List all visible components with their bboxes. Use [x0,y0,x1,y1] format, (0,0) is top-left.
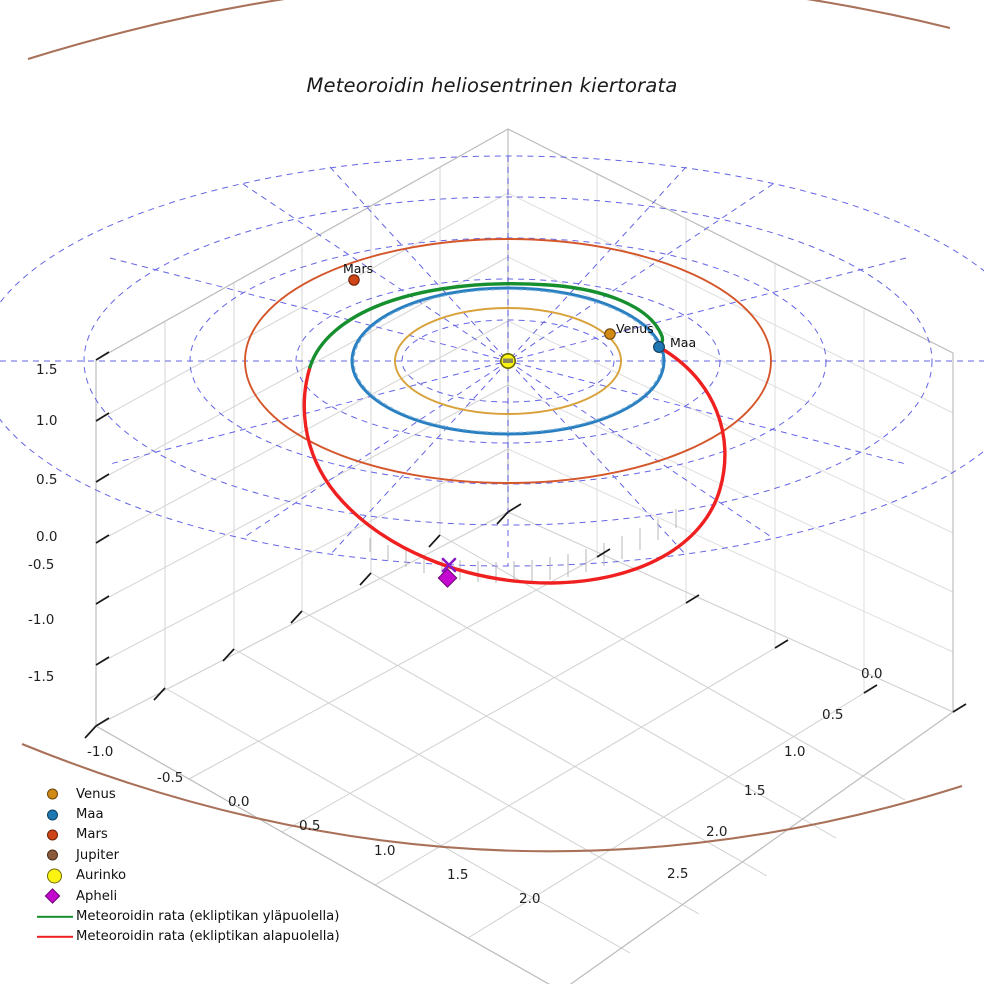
meteoroid-orbit [302,282,727,585]
legend-label: Mars [76,827,108,843]
maa-marker [653,341,665,353]
legend-label: Meteoroidin rata (ekliptikan yläpuolella… [76,909,340,925]
legend-item-venus[interactable]: Venus [34,784,354,804]
apheli-marker [437,568,458,588]
z-tick-label: 0.0 [36,529,58,545]
y-tick-label: 2.5 [667,866,689,882]
mars-marker [348,274,360,286]
legend-label: Maa [76,807,104,823]
green-line-icon [34,906,76,926]
maa-orbit-inner-dash [353,288,663,434]
legend-item-jupiter[interactable]: Jupiter [34,845,354,865]
x-tick-label: 0.5 [299,818,321,834]
x-tick-label: 1.0 [374,843,396,859]
legend-label: Apheli [76,888,118,904]
z-tick-label: 0.5 [36,472,58,488]
ecliptic-reference-grid [0,155,984,567]
y-axis-ticks [507,503,967,713]
y-tick-label: 0.5 [822,707,844,723]
mars-label: Mars [343,261,374,276]
legend-label: Venus [76,786,116,802]
maa-marker-icon [34,804,76,824]
legend-item-aurinko[interactable]: Aurinko [34,866,354,886]
z-tick-label: -0.5 [28,557,55,573]
apheli-cross-icon [441,557,457,573]
y-tick-label: 0.0 [861,666,883,682]
maa-label: Maa [670,335,697,350]
venus-orbit [394,307,622,415]
venus-marker-icon [34,784,76,804]
z-tick-label: 1.0 [36,413,58,429]
z-axis-ticks [95,351,110,727]
jupiter-orbit [21,0,963,853]
aurinko-marker [499,352,516,369]
aurinko-marker-icon [34,866,76,886]
z-tick-label: -1.5 [28,669,55,685]
z-tick-label: -1.0 [28,612,55,628]
page-title: Meteoroidin heliosentrinen kiertorata [306,74,678,97]
legend-label: Meteoroidin rata (ekliptikan alapuolella… [76,929,340,945]
axes-right-pane-grid [507,128,954,713]
venus-marker [604,328,616,340]
maa-orbit [350,286,666,436]
x-tick-label: 0.0 [228,794,250,810]
mars-marker-icon [34,825,76,845]
legend-label: Aurinko [76,868,127,884]
legend-item-orbit-above[interactable]: Meteoroidin rata (ekliptikan yläpuolella… [34,906,354,926]
red-line-icon [34,927,76,947]
venus-label: Venus [616,321,654,336]
legend: Venus Maa Mars Jupiter Aurinko [34,784,354,947]
legend-item-mars[interactable]: Mars [34,825,354,845]
meteoroid-orbit-below-ecliptic [302,345,727,585]
mars-orbit [244,238,772,484]
y-tick-label: 1.0 [784,744,806,760]
x-axis-ticks [84,511,509,739]
apheli-marker-icon [34,886,76,906]
legend-item-orbit-below[interactable]: Meteoroidin rata (ekliptikan alapuolella… [34,927,354,947]
z-tick-label: 1.5 [36,362,58,378]
y-tick-label: 2.0 [706,824,728,840]
jupiter-marker-icon [34,845,76,865]
x-tick-label: 2.0 [519,891,541,907]
legend-item-maa[interactable]: Maa [34,804,354,824]
legend-label: Jupiter [76,847,119,863]
x-tick-label: -0.5 [157,770,184,786]
x-tick-label: -1.0 [87,744,114,760]
x-tick-label: 1.5 [447,867,469,883]
legend-item-apheli[interactable]: Apheli [34,886,354,906]
meteoroid-orbit-above-ecliptic [308,282,665,369]
y-tick-label: 1.5 [744,783,766,799]
